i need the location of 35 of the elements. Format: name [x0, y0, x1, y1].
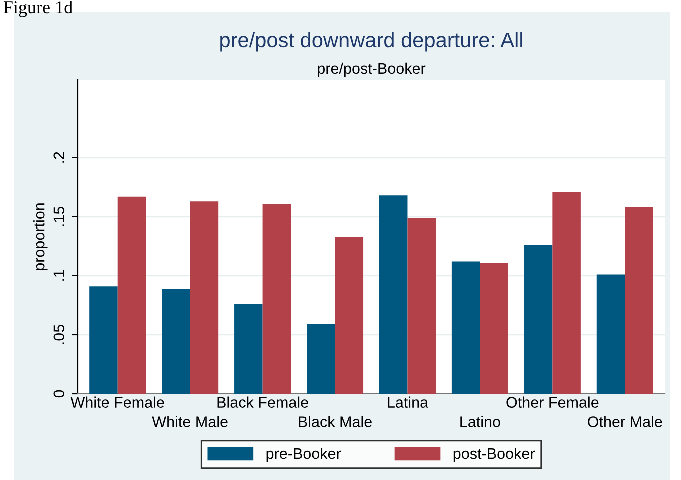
bar — [452, 262, 480, 394]
legend-label: pre-Booker — [266, 448, 342, 462]
bar — [118, 196, 146, 394]
bar — [480, 262, 508, 394]
bar — [234, 304, 263, 394]
x-tick-label: Other Male — [588, 416, 662, 428]
bar — [552, 192, 581, 394]
bar — [524, 245, 553, 394]
y-tick-label: .1 — [54, 270, 64, 281]
x-tick-label: Latino — [460, 416, 500, 428]
y-tick-label: 0 — [54, 390, 65, 398]
bar — [379, 196, 408, 394]
y-tick-label: .2 — [54, 152, 64, 163]
bar — [162, 288, 190, 394]
y-tick-label: .05 — [54, 325, 65, 344]
bar — [596, 274, 626, 394]
bar — [262, 204, 292, 394]
chart-title: pre/post downward departure: All — [220, 32, 522, 52]
caption: Figure 1d — [4, 0, 73, 18]
bar — [335, 237, 364, 394]
bar — [307, 324, 336, 394]
x-tick-label: White Female — [70, 396, 164, 408]
x-tick-label: Other Female — [506, 396, 599, 408]
chart-subtitle: pre/post-Booker — [318, 62, 426, 78]
legend-label: post-Booker — [454, 448, 536, 462]
bar — [625, 207, 654, 394]
y-axis-title: proportion — [34, 204, 48, 270]
bar — [190, 202, 219, 394]
bar — [90, 286, 118, 394]
x-tick-label: White Male — [152, 416, 228, 428]
x-tick-label: Latina — [388, 396, 429, 408]
x-tick-label: Black Male — [299, 416, 372, 428]
y-tick-label: .15 — [54, 206, 65, 226]
bar — [408, 218, 436, 394]
x-tick-label: Black Female — [218, 396, 308, 408]
